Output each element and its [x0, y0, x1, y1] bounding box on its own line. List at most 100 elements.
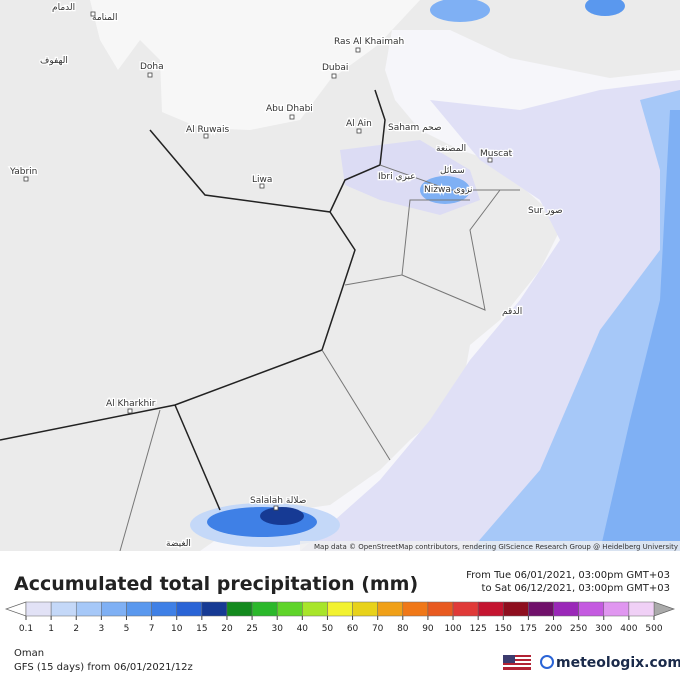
color-swatch [503, 601, 529, 617]
place: Dubai [322, 63, 348, 73]
tick-label: 200 [545, 624, 562, 634]
place: Ras Al Khaimah [334, 37, 404, 47]
color-swatch [327, 601, 353, 617]
color-swatch [226, 601, 253, 617]
color-swatch [101, 601, 127, 617]
region-line [379, 164, 520, 191]
marker [356, 128, 362, 134]
place: الدمام [52, 3, 75, 13]
tick-label: 20 [221, 624, 233, 634]
color-swatch [302, 601, 328, 617]
tick-label: 30 [271, 624, 283, 634]
flag-stripe [503, 665, 531, 667]
tick-label: 150 [495, 624, 512, 634]
border [174, 404, 221, 511]
color-swatch [352, 601, 378, 617]
place: Al Kharkhir [106, 399, 156, 409]
place: Sur صور [528, 206, 563, 216]
color-swatch [477, 601, 504, 617]
precip-salalah3 [260, 507, 304, 525]
tick-label: 125 [470, 624, 487, 634]
color-swatch [25, 601, 52, 617]
place: Muscat [480, 149, 513, 159]
flag-stripe [503, 661, 531, 663]
marker [289, 114, 295, 120]
color-swatch [75, 601, 102, 617]
color-swatch [578, 601, 605, 617]
tick-label: 1 [48, 624, 54, 634]
place: Saham صحم [388, 123, 442, 133]
marker [259, 183, 265, 189]
model-info: GFS (15 days) from 06/01/2021/12z [14, 662, 193, 673]
color-swatch [276, 601, 303, 617]
tick-label: 7 [149, 624, 155, 634]
tick-label: 300 [595, 624, 612, 634]
marker [273, 505, 279, 511]
gulf-sea [90, 0, 420, 130]
precip-iran [430, 0, 490, 22]
marker [127, 408, 133, 414]
marker [23, 176, 29, 182]
place-markers [23, 11, 493, 511]
date-to: to Sat 06/12/2021, 03:00pm GMT+03 [482, 583, 670, 594]
tick-label: 500 [645, 624, 662, 634]
place: الغيضة [166, 539, 191, 549]
iran-land [420, 0, 680, 78]
tick-label: 50 [322, 624, 334, 634]
place: Liwa [252, 175, 272, 185]
place: سمائل [440, 166, 465, 176]
colorbar: 0.1 1 2 3 5 7 10 15 20 25 30 40 50 60 70 80 90 100 125 150 1… [4, 601, 676, 634]
color-swatch [427, 601, 454, 617]
region-line [119, 409, 161, 552]
tick-label: 0.1 [19, 624, 33, 634]
precip-nizwa [420, 176, 470, 204]
place: Yabrin [9, 167, 37, 177]
precip-iran2 [585, 0, 625, 16]
tick-label: 250 [570, 624, 587, 634]
tick-label: 80 [397, 624, 409, 634]
color-swatch [126, 601, 152, 617]
marker [331, 73, 337, 79]
marker [203, 133, 209, 139]
tick-label: 400 [620, 624, 637, 634]
tick-label: 70 [372, 624, 384, 634]
tick-label: 100 [444, 624, 461, 634]
flag-canton [503, 655, 515, 663]
marker [355, 47, 361, 53]
attribution: Map data © OpenStreetMap contributors, r… [314, 543, 678, 551]
color-swatch [151, 601, 177, 617]
place: المصنعة [436, 144, 466, 154]
precip-blue2 [600, 110, 680, 551]
flag-stripe [503, 657, 531, 659]
marker [147, 72, 153, 78]
color-swatch [377, 601, 404, 617]
tick-label: 15 [196, 624, 207, 634]
color-swatch [452, 601, 479, 617]
tick-label: 2 [73, 624, 79, 634]
place: Doha [140, 62, 164, 72]
color-swatch [603, 601, 630, 617]
marker [487, 157, 493, 163]
tick-label: 90 [422, 624, 434, 634]
attribution-bg [300, 541, 680, 551]
tick-label: 3 [98, 624, 104, 634]
map: الدمام المنامة Doha الهفوف Ras Al Khaima… [0, 0, 680, 552]
tick-label: 40 [297, 624, 309, 634]
regions [119, 164, 520, 552]
tick-label: 5 [124, 624, 130, 634]
place: الهفوف [40, 56, 68, 66]
region-line [321, 349, 391, 461]
place: Abu Dhabi [266, 104, 313, 114]
flag [503, 655, 531, 670]
region-line [401, 189, 501, 311]
brand[interactable]: meteologix.com [556, 655, 680, 671]
date-from: From Tue 06/01/2021, 03:00pm GMT+03 [466, 570, 670, 581]
color-swatch [553, 601, 579, 617]
place-labels: الدمام المنامة Doha الهفوف Ras Al Khaima… [8, 2, 564, 551]
tick-label: 175 [520, 624, 537, 634]
tick-label: 60 [347, 624, 359, 634]
tick-label: 25 [246, 624, 257, 634]
color-swatch [251, 601, 278, 617]
marker [90, 11, 96, 17]
